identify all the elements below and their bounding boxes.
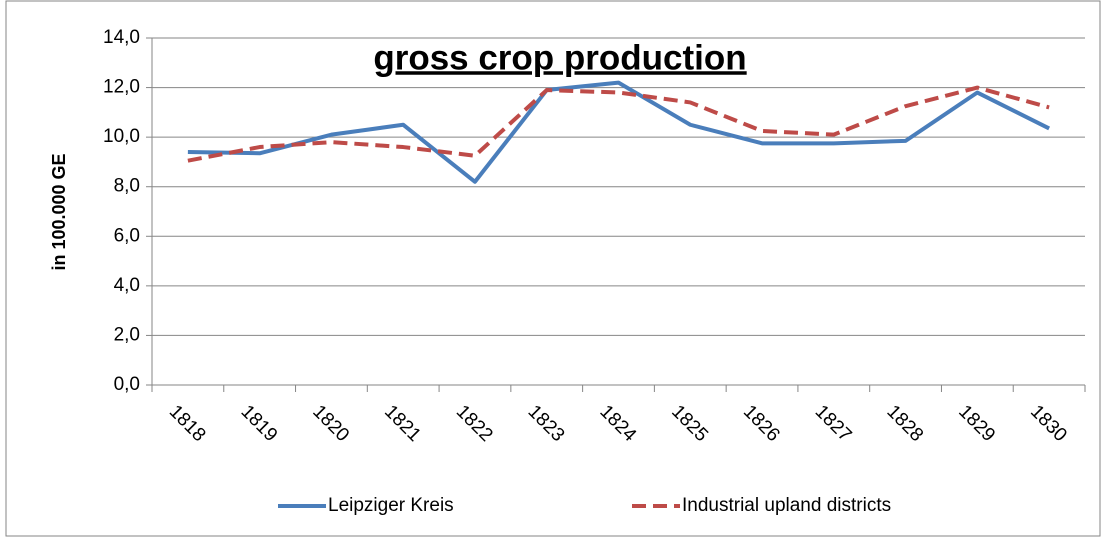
legend-label: Industrial upland districts	[682, 495, 891, 516]
y-tick-label: 10,0	[103, 126, 140, 147]
y-tick-label: 8,0	[114, 176, 140, 197]
y-axis-label: in 100.000 GE	[49, 153, 69, 270]
y-tick-label: 6,0	[114, 225, 140, 246]
y-tick-label: 14,0	[103, 27, 140, 48]
legend-label: Leipziger Kreis	[328, 495, 454, 516]
y-tick-label: 12,0	[103, 77, 140, 98]
y-tick-label: 0,0	[114, 374, 140, 395]
series-line	[187, 80, 1051, 184]
y-tick-label: 2,0	[114, 324, 140, 345]
series-line	[187, 85, 1050, 163]
chart-border	[5, 0, 1101, 537]
y-tick-label: 4,0	[114, 275, 140, 296]
chart-title: gross crop production	[373, 38, 746, 77]
